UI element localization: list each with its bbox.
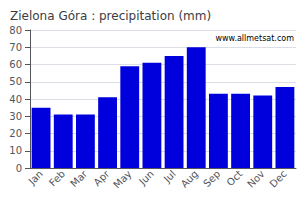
svg-text:80: 80 [9, 25, 22, 36]
svg-text:Oct: Oct [224, 168, 244, 188]
svg-text:Sep: Sep [201, 168, 222, 189]
svg-text:Aug: Aug [179, 168, 201, 190]
svg-text:60: 60 [9, 59, 22, 70]
svg-text:10: 10 [9, 145, 22, 156]
svg-text:40: 40 [9, 94, 22, 105]
svg-text:Jan: Jan [26, 168, 45, 187]
svg-text:30: 30 [9, 111, 22, 122]
svg-text:Apr: Apr [91, 167, 112, 188]
svg-text:0: 0 [16, 163, 22, 174]
svg-text:May: May [111, 168, 133, 190]
svg-text:70: 70 [9, 42, 22, 53]
svg-text:20: 20 [9, 128, 22, 139]
svg-text:Zielona Góra : precipitation (: Zielona Góra : precipitation (mm) [10, 9, 211, 23]
svg-text:Jul: Jul [161, 168, 178, 185]
svg-text:Jun: Jun [136, 168, 156, 188]
svg-text:50: 50 [9, 76, 22, 87]
svg-text:www.allmetsat.com: www.allmetsat.com [216, 34, 295, 43]
svg-text:Mar: Mar [68, 167, 90, 189]
svg-text:Feb: Feb [47, 168, 67, 188]
svg-text:Dec: Dec [267, 168, 288, 189]
svg-text:Nov: Nov [245, 168, 267, 190]
